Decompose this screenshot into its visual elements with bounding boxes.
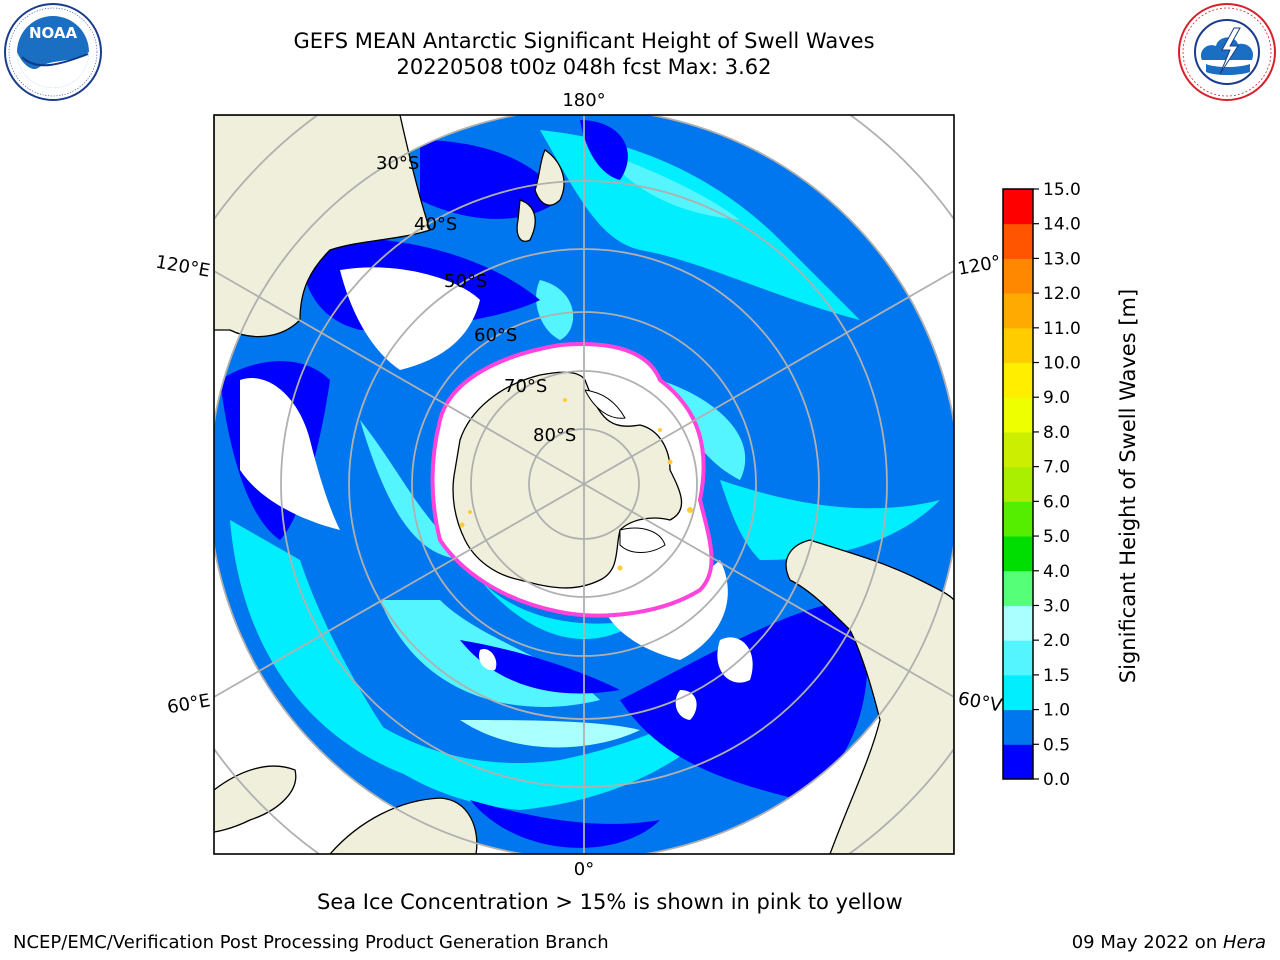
colorbar-tick-label: 4.0	[1043, 562, 1070, 582]
colorbar-tick-label: 3.0	[1043, 596, 1070, 616]
lon-label-60e: 60°E	[166, 690, 212, 718]
colorbar: 0.0 0.5 1.0 1.5 2.0 3.0 4.0 5.0 6.0 7.0 8.0 9.0 10.0…	[1002, 180, 1081, 790]
colorbar-tick-label: 1.0	[1043, 701, 1070, 721]
colorbar-tick-label: 7.0	[1043, 458, 1070, 478]
lon-label-0: 0°	[574, 859, 594, 880]
colorbar-tick-label: 6.0	[1043, 492, 1070, 512]
lat-label-70s: 70°S	[504, 376, 547, 397]
colorbar-swatch	[1003, 570, 1033, 606]
colorbar-frame	[1002, 188, 1034, 780]
nws-logo-icon	[1178, 3, 1276, 101]
colorbar-swatch	[1003, 258, 1033, 294]
map-frame	[213, 114, 955, 855]
colorbar-swatch	[1003, 605, 1033, 641]
colorbar-tick-label: 10.0	[1043, 354, 1081, 374]
colorbar-swatch	[1003, 431, 1033, 468]
lat-label-40s: 40°S	[414, 214, 457, 235]
footer-host: Hera	[1222, 932, 1266, 953]
colorbar-swatch	[1003, 674, 1033, 711]
footer-left: NCEP/EMC/Verification Post Processing Pr…	[13, 932, 609, 953]
colorbar-swatch	[1003, 397, 1033, 433]
colorbar-tick-label: 9.0	[1043, 388, 1070, 408]
colorbar-tick-label: 0.0	[1043, 770, 1070, 790]
graticule	[214, 115, 954, 854]
colorbar-swatch	[1003, 189, 1033, 225]
colorbar-swatch	[1003, 640, 1033, 676]
lat-label-60s: 60°S	[474, 325, 517, 346]
colorbar-tick-label: 8.0	[1043, 423, 1070, 443]
colorbar-tick-label: 5.0	[1043, 527, 1070, 547]
sea-ice-caption: Sea Ice Concentration > 15% is shown in …	[317, 890, 903, 914]
colorbar-swatch	[1003, 709, 1033, 745]
colorbar-tick-label: 1.5	[1043, 666, 1070, 686]
footer-right: 09 May 2022 on Hera	[1072, 932, 1266, 953]
colorbar-tick-label: 12.0	[1043, 284, 1081, 304]
colorbar-swatch	[1003, 223, 1033, 259]
colorbar-tick-label: 11.0	[1043, 319, 1081, 339]
chart-subtitle: 20220508 t00z 048h fcst Max: 3.62	[396, 55, 772, 79]
colorbar-swatch	[1003, 501, 1033, 537]
chart-title: GEFS MEAN Antarctic Significant Height o…	[293, 29, 875, 53]
noaa-logo-text: NOAA	[29, 24, 78, 42]
footer-date: 09 May 2022 on	[1071, 932, 1223, 953]
colorbar-tick-label: 15.0	[1043, 180, 1081, 200]
colorbar-label: Significant Height of Swell Waves [m]	[1116, 288, 1140, 684]
lon-label-60w: 60°V	[956, 688, 1004, 716]
lon-label-180: 180°	[562, 90, 605, 111]
colorbar-swatch	[1003, 327, 1033, 364]
colorbar-swatch	[1003, 362, 1033, 398]
lon-label-120e: 120°E	[154, 252, 212, 282]
lat-label-50s: 50°S	[444, 271, 487, 292]
colorbar-swatch	[1003, 536, 1033, 572]
lon-label-120w: 120°	[956, 252, 1002, 280]
antarctica-landmass	[452, 371, 683, 589]
colorbar-swatch	[1003, 744, 1033, 780]
noaa-logo-icon: NOAA	[4, 3, 102, 101]
lat-label-30s: 30°S	[376, 153, 419, 174]
colorbar-tick-label: 2.0	[1043, 631, 1070, 651]
colorbar-swatch	[1003, 466, 1033, 502]
colorbar-swatch	[1003, 293, 1033, 329]
colorbar-tick-label: 0.5	[1043, 735, 1070, 755]
sea-ice-speckles	[459, 398, 693, 571]
colorbar-tick-label: 13.0	[1043, 249, 1081, 269]
colorbar-tick-label: 14.0	[1043, 215, 1081, 235]
lat-label-80s: 80°S	[533, 425, 576, 446]
